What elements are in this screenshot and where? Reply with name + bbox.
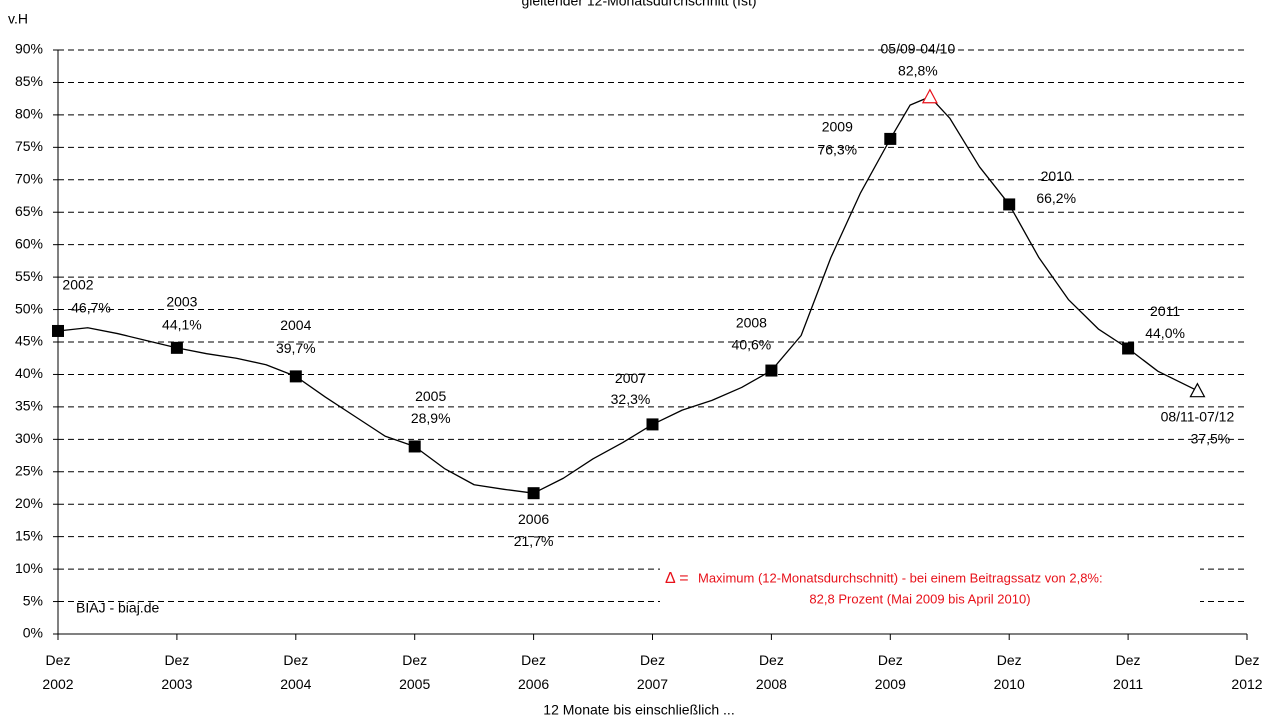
- y-tick-label: 5%: [23, 592, 43, 608]
- point-label: 2010: [1041, 168, 1072, 184]
- data-point: [52, 324, 64, 337]
- value-label: 46,7%: [71, 300, 111, 316]
- point-label: 2011: [1150, 303, 1180, 319]
- y-tick-label: 65%: [15, 203, 43, 219]
- y-tick-label: 85%: [15, 73, 43, 89]
- value-label: 40,6%: [732, 336, 772, 352]
- point-label: 2008: [736, 314, 767, 330]
- value-label: 37,5%: [1191, 430, 1231, 446]
- y-tick-label: 55%: [15, 268, 43, 284]
- value-label: 66,2%: [1036, 190, 1076, 206]
- x-tick-label: Dez 2011: [1113, 652, 1143, 692]
- point-label: 08/11-07/12: [1161, 408, 1235, 424]
- chart-title: gleitender 12-Monatsdurchschnitt (Ist): [522, 0, 757, 9]
- point-label: 2005: [415, 388, 446, 404]
- data-point: [884, 132, 897, 145]
- y-tick-label: 40%: [15, 365, 43, 381]
- note-text: 82,8 Prozent (Mai 2009 bis April 2010): [809, 591, 1030, 606]
- y-axis-label: v.H: [8, 11, 28, 27]
- y-tick-label: 45%: [15, 333, 43, 349]
- value-label: 44,0%: [1145, 325, 1185, 341]
- point-label: 2002: [62, 277, 93, 293]
- data-point: [765, 364, 778, 377]
- y-tick-label: 60%: [15, 235, 43, 251]
- value-label: 39,7%: [276, 340, 316, 356]
- y-tick-label: 80%: [15, 106, 43, 122]
- value-label: 82,8%: [898, 62, 938, 78]
- point-label: 2009: [822, 119, 853, 135]
- note-bg: [660, 566, 1200, 612]
- point-label: 2006: [518, 511, 549, 527]
- x-tick-label: Dez 2008: [756, 652, 787, 692]
- y-tick-label: 0%: [23, 625, 43, 641]
- value-label: 76,3%: [817, 142, 857, 158]
- x-axis-label: 12 Monate bis einschließlich ...: [543, 702, 734, 718]
- data-point: [408, 440, 421, 453]
- value-label: 44,1%: [162, 317, 202, 333]
- y-tick-label: 20%: [15, 495, 43, 511]
- max-marker: [921, 88, 938, 104]
- x-tick-label: Dez 2006: [518, 652, 549, 692]
- point-label: 2004: [280, 317, 311, 333]
- y-tick-label: 90%: [15, 41, 43, 57]
- note-symbol: Δ =: [665, 570, 689, 587]
- x-tick-label: Dez 2007: [637, 652, 668, 692]
- y-tick-label: 35%: [15, 398, 43, 414]
- x-tick-label: Dez 2009: [875, 652, 906, 692]
- data-point: [289, 370, 302, 383]
- point-label: 05/09-04/10: [881, 40, 956, 56]
- y-tick-label: 25%: [15, 462, 43, 478]
- y-tick-label: 15%: [15, 527, 43, 543]
- y-tick-label: 70%: [15, 170, 43, 186]
- x-tick-label: Dez 2004: [280, 652, 311, 692]
- point-label: 2007: [615, 370, 646, 386]
- data-point: [1003, 198, 1016, 211]
- source-bg: [70, 595, 180, 621]
- y-tick-label: 30%: [15, 430, 43, 446]
- x-tick-label: Dez 2003: [161, 652, 192, 692]
- x-tick-label: Dez 2010: [994, 652, 1025, 692]
- data-point: [527, 487, 540, 500]
- value-label: 32,3%: [611, 391, 651, 407]
- source: BIAJ - biaj.de: [76, 600, 159, 616]
- point-label: 2003: [166, 294, 197, 310]
- x-tick-label: Dez 2005: [399, 652, 430, 692]
- value-label: 28,9%: [411, 410, 451, 426]
- data-point: [170, 341, 183, 354]
- note-text: Maximum (12-Monatsdurchschnitt) - bei ei…: [698, 570, 1103, 585]
- y-tick-label: 50%: [15, 300, 43, 316]
- data-point: [646, 418, 659, 431]
- x-tick-label: Dez 2002: [42, 652, 73, 692]
- value-label: 21,7%: [514, 533, 554, 549]
- x-tick-label: Dez 2012: [1231, 652, 1262, 692]
- data-point: [1122, 342, 1135, 355]
- end-marker: [1189, 382, 1206, 398]
- y-tick-label: 10%: [15, 560, 43, 576]
- y-tick-label: 75%: [15, 138, 43, 154]
